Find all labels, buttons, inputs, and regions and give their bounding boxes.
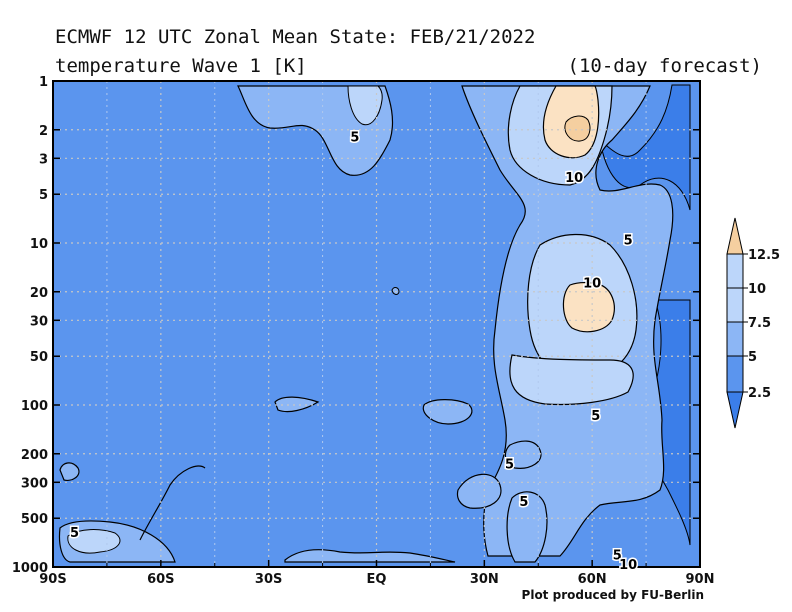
- y-tick-label: 100: [21, 399, 48, 414]
- y-tick-label: 2: [39, 124, 48, 139]
- contour-fill-5: [391, 287, 400, 295]
- colorbar-labels: 2.5 5 7.5 10 12.5: [743, 248, 780, 401]
- x-tick-label: 30S: [255, 572, 282, 587]
- y-tick-label: 1000: [12, 561, 48, 576]
- y-tick-label: 200: [21, 448, 48, 463]
- plot-credit: Plot produced by FU-Berlin: [521, 588, 704, 602]
- x-tick-label: 60N: [578, 572, 607, 587]
- colorbar-label: 12.5: [748, 248, 780, 263]
- contour-fill-12p5: [564, 115, 591, 142]
- contour-fill-low: [599, 84, 691, 211]
- y-tick-label: 1: [39, 75, 48, 90]
- contour-label: 5: [613, 549, 622, 564]
- colorbar-extend-low: [726, 391, 744, 429]
- contour-fill-7p5: [67, 529, 121, 554]
- contour-label: 5: [70, 526, 79, 541]
- chart-title: ECMWF 12 UTC Zonal Mean State: FEB/21/20…: [55, 26, 536, 48]
- colorbar-label: 7.5: [748, 316, 771, 331]
- contour-label: 10: [619, 558, 637, 573]
- colorbar-label: 10: [748, 282, 766, 297]
- contour-label: 5: [624, 233, 633, 248]
- contour-fill-5: [422, 399, 473, 425]
- y-tick-label: 50: [30, 350, 48, 365]
- contour-fill-7p5: [509, 354, 634, 406]
- y-tick-label: 30: [30, 314, 48, 329]
- forecast-note: (10-day forecast): [567, 55, 762, 77]
- plot-area: [53, 81, 700, 567]
- contour-fill-5: [59, 462, 80, 481]
- x-tick-label: 90N: [686, 572, 715, 587]
- colorbar-bin: [726, 355, 744, 393]
- colorbar-bin: [726, 321, 744, 357]
- x-tick-label: EQ: [367, 572, 387, 587]
- contour-label: 5: [350, 130, 359, 145]
- x-axis: 90S 60S 30S EQ 30N 60N 90N: [39, 560, 714, 587]
- y-tick-label: 300: [21, 476, 48, 491]
- contour-label: 5: [519, 495, 528, 510]
- contour-label: 10: [565, 171, 583, 186]
- x-tick-label: 90S: [39, 572, 66, 587]
- contour-fill-5: [504, 440, 542, 469]
- contour-line: [139, 465, 206, 541]
- contour-fill-5: [506, 491, 548, 563]
- colorbar-label: 5: [748, 350, 757, 365]
- contour-label: 10: [583, 276, 601, 291]
- colorbar-extend-high: [726, 217, 744, 255]
- contour-fill-5: [284, 549, 456, 563]
- chart-subtitle: temperature Wave 1 [K]: [55, 55, 307, 77]
- colorbar-bin: [726, 287, 744, 323]
- y-tick-label: 10: [30, 237, 48, 252]
- y-tick-label: 3: [39, 152, 48, 167]
- colorbar-label: 2.5: [748, 386, 771, 401]
- y-tick-label: 5: [39, 188, 48, 203]
- colorbar-bin: [726, 253, 744, 289]
- colorbar: 2.5 5 7.5 10 12.5: [726, 217, 780, 429]
- y-tick-label: 20: [30, 286, 48, 301]
- x-tick-label: 60S: [147, 572, 174, 587]
- contour-fill-5: [274, 396, 320, 413]
- contour-label: 5: [591, 409, 600, 424]
- y-tick-label: 500: [21, 512, 48, 527]
- x-tick-label: 30N: [470, 572, 499, 587]
- contour-label: 5: [505, 458, 514, 473]
